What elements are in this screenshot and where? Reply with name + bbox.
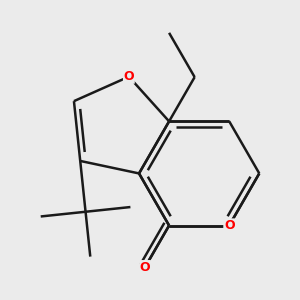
Text: O: O: [140, 261, 150, 274]
Text: O: O: [124, 70, 134, 83]
Text: O: O: [224, 219, 235, 232]
